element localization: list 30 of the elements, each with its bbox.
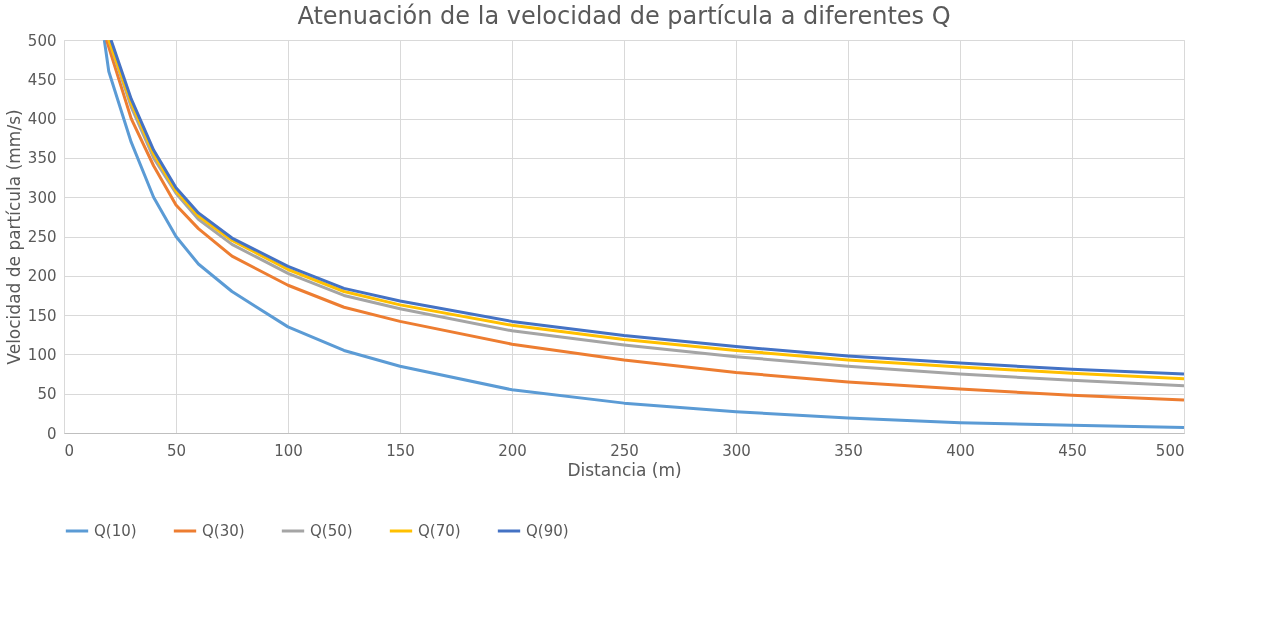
legend-label: Q(90) xyxy=(526,522,569,540)
y-tick-label: 300 xyxy=(27,188,57,207)
y-tick-label: 250 xyxy=(27,228,57,246)
chart-title: Atenuación de la velocidad de partícula a diferentes Q xyxy=(297,2,951,30)
x-tick-label: 300 xyxy=(722,441,751,460)
y-tick-label: 200 xyxy=(27,267,57,286)
y-tick-label: 150 xyxy=(27,306,57,325)
y-tick-label: 0 xyxy=(46,424,57,443)
y-tick-label: 50 xyxy=(37,385,57,404)
legend-label: Q(30) xyxy=(202,522,245,540)
y-tick-label: 100 xyxy=(27,345,57,364)
x-tick-label: 450 xyxy=(1058,441,1087,460)
x-tick-label: 0 xyxy=(64,441,75,460)
x-tick-label: 350 xyxy=(834,441,863,460)
legend-label: Q(50) xyxy=(310,522,353,540)
y-tick-label: 350 xyxy=(27,149,57,168)
x-axis-title: Distancia (m) xyxy=(567,459,682,480)
y-tick-label: 500 xyxy=(27,31,57,50)
x-tick-label: 50 xyxy=(166,441,187,460)
legend-label: Q(70) xyxy=(418,522,461,540)
legend-label: Q(10) xyxy=(94,522,137,540)
y-tick-label: 450 xyxy=(27,70,57,89)
y-tick-label: 400 xyxy=(27,110,57,129)
x-tick-label: 400 xyxy=(946,441,975,460)
x-tick-label: 200 xyxy=(498,441,527,460)
x-tick-label: 250 xyxy=(610,441,639,460)
y-axis-title: Velocidad de partícula (mm/s) xyxy=(3,109,24,365)
x-tick-label: 150 xyxy=(386,441,415,460)
x-tick-label: 500 xyxy=(1155,441,1185,460)
x-tick-label: 100 xyxy=(274,441,303,460)
